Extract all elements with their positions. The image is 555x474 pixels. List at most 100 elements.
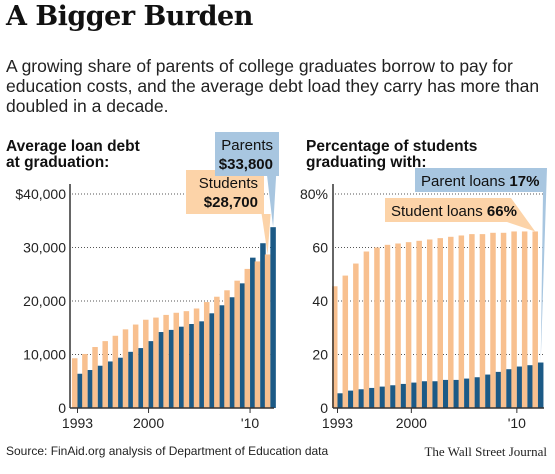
bar-student-loans [469, 234, 475, 408]
y-tick-label: 30,000 [23, 240, 66, 256]
bar-students [112, 335, 119, 408]
chart-title-pct-students: Percentage of students [306, 138, 477, 155]
bar-parents [107, 361, 114, 408]
bar-parents [97, 365, 104, 408]
bar-student-loans [384, 244, 391, 408]
callout-box-parent-loans [415, 168, 547, 363]
bar-parents [250, 257, 256, 408]
x-tick-label: 2000 [133, 415, 164, 431]
callout-label-parent-loans: Parent loans [421, 173, 509, 190]
bar-student-loans [437, 238, 443, 408]
bar-student-loans [342, 275, 349, 408]
bar-students [72, 358, 78, 408]
callout-box-student-loans [385, 198, 536, 232]
bar-student-loans [363, 251, 370, 408]
bar-students [244, 268, 251, 408]
bar-students [122, 329, 129, 408]
bar-parents [209, 313, 215, 408]
bar-student-loans [458, 235, 465, 408]
bar-student-loans [490, 232, 496, 408]
bar-students [214, 296, 220, 408]
bar-parent-loans [453, 379, 460, 408]
bar-parents [270, 227, 276, 408]
bar-students [163, 314, 169, 408]
bar-parents [189, 324, 195, 408]
bar-student-loans [353, 263, 359, 408]
bar-students [132, 324, 139, 408]
y-tick-label: 60 [312, 240, 328, 256]
bar-student-loans [405, 242, 412, 408]
bar-parent-loans [400, 383, 407, 408]
bar-parent-loans [485, 374, 491, 408]
bar-parents [229, 297, 236, 408]
bar-students [183, 311, 190, 408]
bar-parents [158, 332, 165, 408]
bar-parent-loans [537, 362, 544, 408]
bar-parent-loans [379, 386, 386, 408]
y-tick-label: 0 [320, 400, 328, 416]
bar-students [234, 280, 240, 408]
page-title: A Bigger Burden [6, 1, 253, 32]
bar-parents [179, 326, 185, 408]
bar-parents [128, 351, 134, 408]
callout-label-student-loans: Student loans [391, 203, 487, 220]
y-tick-label: 20 [312, 347, 328, 363]
bar-student-loans [416, 240, 422, 408]
bar-students [173, 312, 179, 408]
callout-text-parent-loans: Parent loans 17% [421, 173, 539, 190]
bar-students [92, 347, 98, 408]
bar-students [224, 290, 230, 408]
bar-parent-loans [527, 365, 533, 408]
bar-parents [87, 370, 94, 408]
bar-student-loans [511, 231, 517, 408]
bar-student-loans [426, 239, 433, 408]
bar-students [264, 254, 271, 408]
bar-parent-loans [516, 366, 523, 408]
y-tick-label: 10,000 [23, 347, 66, 363]
bar-student-loans [500, 232, 507, 408]
publisher-credit: The Wall Street Journal [424, 444, 547, 459]
bar-parents [148, 341, 155, 408]
y-tick-label: 80% [300, 186, 328, 202]
x-tick-label: 1993 [62, 415, 93, 431]
bar-student-loans [374, 247, 380, 408]
y-tick-label: 0 [58, 400, 66, 416]
x-tick-label: '10 [241, 415, 259, 431]
callout-label-parents: Parents [221, 137, 273, 154]
bar-student-loans [521, 231, 528, 408]
bar-parent-loans [337, 393, 343, 408]
bar-students [254, 261, 261, 408]
bar-parents [138, 348, 144, 408]
bar-parents [219, 305, 226, 408]
bar-parent-loans [358, 389, 365, 408]
bar-students [203, 302, 210, 408]
bar-parent-loans [506, 369, 512, 408]
bar-student-loans [332, 286, 338, 408]
bar-student-loans [395, 243, 401, 408]
bar-parent-loans [432, 381, 438, 408]
callout-value-parent-loans: 17% [509, 173, 539, 190]
bar-parent-loans [474, 377, 481, 408]
bar-parents [118, 357, 124, 408]
bar-parent-loans [464, 378, 470, 408]
bar-students [102, 341, 108, 408]
source-note: Source: FinAid.org analysis of Departmen… [6, 444, 329, 458]
bar-parents [77, 373, 83, 408]
bar-students [193, 308, 200, 408]
callout-value-student-loans: 66% [487, 203, 517, 220]
bar-students [143, 319, 149, 408]
callout-box-students [186, 170, 271, 255]
bar-students [82, 353, 88, 408]
bar-parent-loans [369, 387, 375, 408]
x-tick-label: 1993 [322, 415, 353, 431]
bar-students [153, 317, 159, 408]
bar-parent-loans [495, 371, 502, 408]
chart-title-loan-debt: at graduation: [6, 154, 109, 171]
bar-parents [239, 283, 246, 408]
callout-text-student-loans: Student loans 66% [391, 203, 517, 220]
bar-student-loans [448, 236, 454, 408]
chart-title-pct-students: graduating with: [306, 154, 427, 171]
